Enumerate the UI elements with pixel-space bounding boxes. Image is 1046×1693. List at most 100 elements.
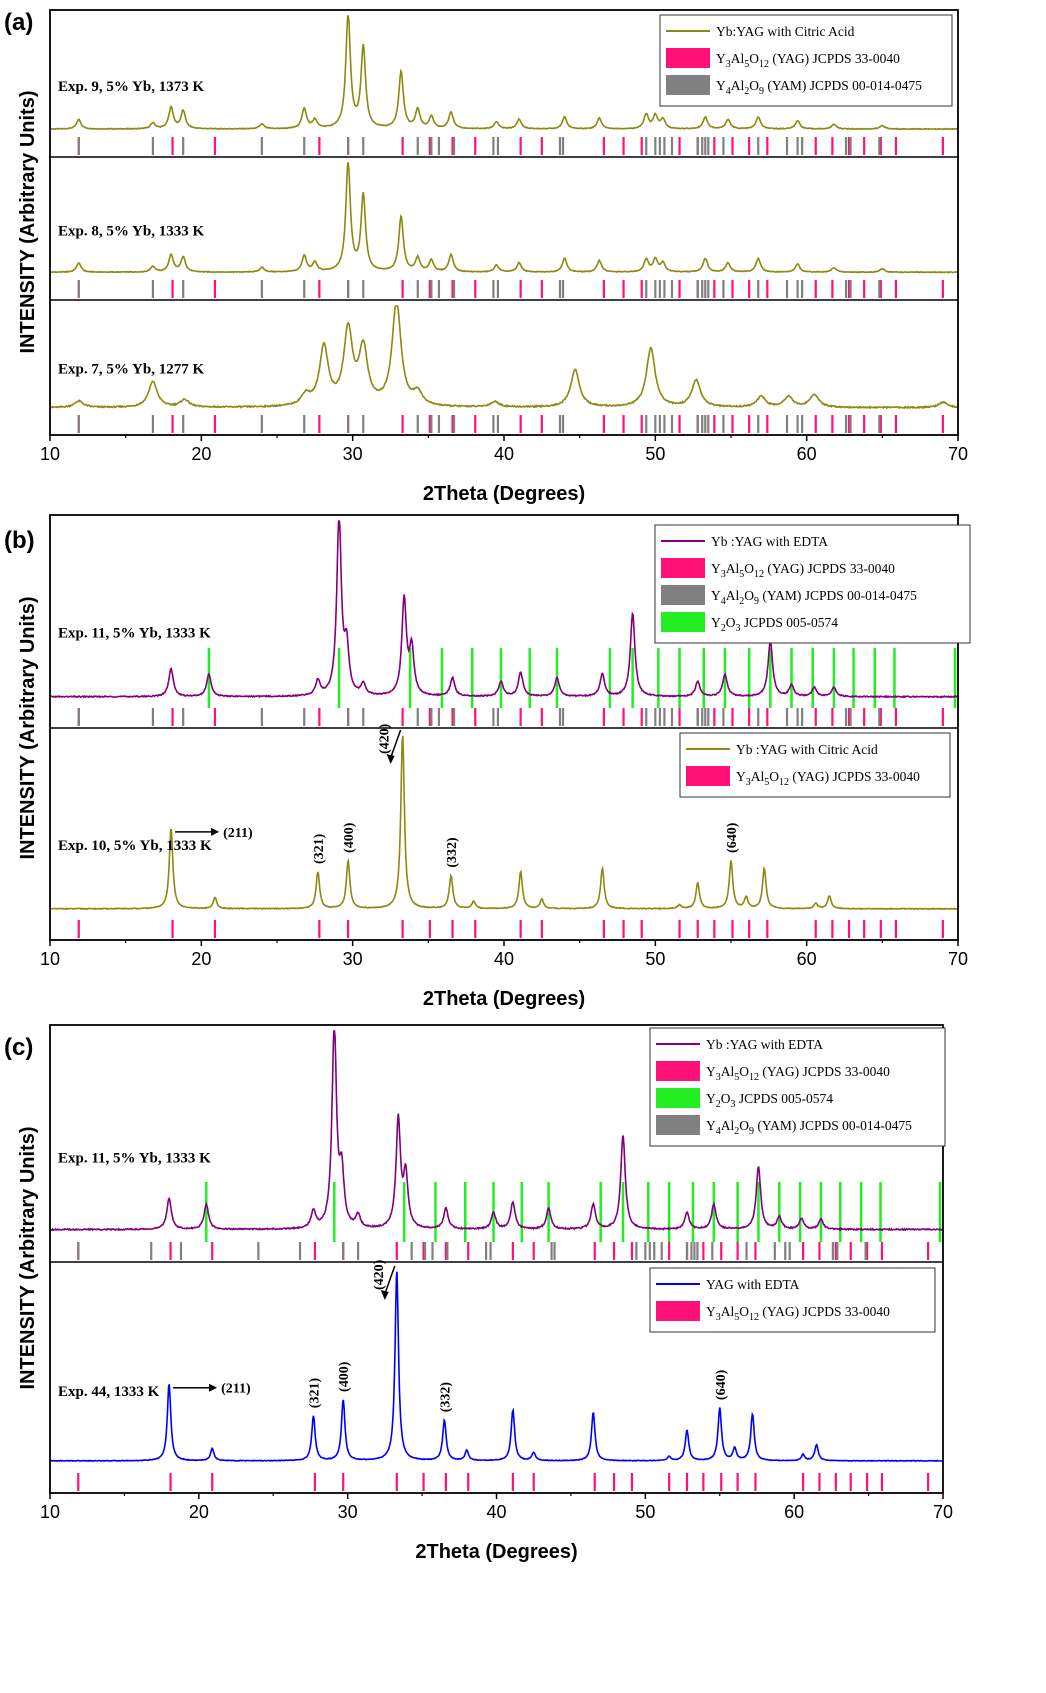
legend-box-swatch bbox=[661, 612, 705, 632]
xrd-pattern bbox=[49, 305, 959, 410]
hkl-label: (640) bbox=[714, 1369, 729, 1400]
sample-label: Exp. 11, 5% Yb, 1333 K bbox=[58, 626, 211, 642]
legend-box bbox=[654, 524, 971, 644]
hkl-label: (321) bbox=[307, 1378, 322, 1409]
legend-box-swatch bbox=[661, 558, 705, 578]
legend-entry-label: Y2O3 JCPDS 005-0574 bbox=[711, 615, 838, 634]
subplot-1: Exp. 8, 5% Yb, 1333 K bbox=[49, 161, 959, 298]
panel-label: (a) bbox=[4, 9, 33, 36]
sample-label: Exp. 10, 5% Yb, 1333 K bbox=[58, 838, 212, 854]
x-tick-label: 10 bbox=[40, 949, 60, 969]
subplot-1: Exp. 44, 1333 K (211) (321) (400) (420) (332)… bbox=[49, 1259, 944, 1491]
panel-label: (b) bbox=[4, 527, 35, 554]
legend-box-swatch bbox=[656, 1061, 700, 1081]
subplot-0: Exp. 11, 5% Yb, 1333 K bbox=[50, 520, 959, 726]
x-tick-label: 30 bbox=[338, 1502, 358, 1522]
panel-label: (c) bbox=[4, 1034, 33, 1061]
y-axis-title: INTENSITY (Arbitrary Units) bbox=[17, 91, 39, 354]
hkl-arrow bbox=[384, 1265, 396, 1295]
x-axis-title: 2Theta (Degrees) bbox=[423, 988, 585, 1010]
x-axis-title: 2Theta (Degrees) bbox=[415, 1541, 577, 1563]
x-tick-label: 40 bbox=[494, 444, 514, 464]
x-axis-title: 2Theta (Degrees) bbox=[423, 483, 585, 505]
panel-2: (c) Exp. 11, 5% Yb, 1333 K Exp. 44, 1333 K… bbox=[4, 1024, 953, 1563]
x-tick-label: 50 bbox=[635, 1502, 655, 1522]
legend-box-swatch bbox=[666, 48, 710, 68]
hkl-label: (211) bbox=[221, 1382, 251, 1397]
legend-box-swatch bbox=[656, 1088, 700, 1108]
legend-entry-label: Y4Al2O9 (YAM) JCPDS 00-014-0475 bbox=[706, 1118, 912, 1137]
sample-label: Exp. 44, 1333 K bbox=[58, 1384, 160, 1400]
x-tick-label: 60 bbox=[797, 949, 817, 969]
hkl-arrow-head bbox=[386, 754, 395, 764]
legend-box-swatch bbox=[656, 1301, 700, 1321]
x-tick-label: 40 bbox=[494, 949, 514, 969]
legend-box-swatch bbox=[656, 1115, 700, 1135]
hkl-label: (400) bbox=[337, 1361, 352, 1392]
subplot-2: Exp. 7, 5% Yb, 1277 K bbox=[49, 305, 959, 433]
xrd-pattern bbox=[49, 15, 959, 131]
x-tick-label: 30 bbox=[343, 444, 363, 464]
legend-entry-label: Yb :YAG with EDTA bbox=[711, 534, 828, 549]
hkl-label: (400) bbox=[342, 822, 357, 853]
x-tick-label: 70 bbox=[948, 444, 968, 464]
x-tick-label: 10 bbox=[40, 444, 60, 464]
hkl-label: (211) bbox=[223, 826, 253, 841]
legend-entry-label: Y4Al2O9 (YAM) JCPDS 00-014-0475 bbox=[711, 588, 917, 607]
x-tick-label: 20 bbox=[189, 1502, 209, 1522]
legend-entry-label: Yb :YAG with Citric Acid bbox=[736, 742, 878, 757]
x-tick-label: 70 bbox=[933, 1502, 953, 1522]
hkl-label: (420) bbox=[372, 1259, 387, 1290]
subplot-0: Exp. 9, 5% Yb, 1373 K bbox=[49, 15, 959, 155]
xrd-pattern bbox=[49, 1271, 944, 1463]
sample-label: Exp. 8, 5% Yb, 1333 K bbox=[58, 223, 204, 239]
xrd-pattern bbox=[49, 161, 959, 274]
x-tick-label: 20 bbox=[191, 949, 211, 969]
x-tick-label: 60 bbox=[797, 444, 817, 464]
hkl-arrow bbox=[389, 729, 402, 759]
legend-box-swatch bbox=[686, 766, 730, 786]
x-tick-label: 30 bbox=[343, 949, 363, 969]
y-axis-title: INTENSITY (Arbitrary Units) bbox=[17, 1127, 39, 1390]
hkl-arrow-head bbox=[380, 1290, 389, 1301]
legend-box-swatch bbox=[661, 585, 705, 605]
x-tick-label: 60 bbox=[784, 1502, 804, 1522]
y-axis-title: INTENSITY (Arbitrary Units) bbox=[17, 597, 39, 860]
legend-entry-label: Y2O3 JCPDS 005-0574 bbox=[706, 1091, 833, 1110]
legend-entry-label: Yb:YAG with Citric Acid bbox=[716, 24, 855, 39]
legend-entry-label: YAG with EDTA bbox=[706, 1277, 800, 1292]
sample-label: Exp. 11, 5% Yb, 1333 K bbox=[58, 1151, 211, 1167]
sample-label: Exp. 9, 5% Yb, 1373 K bbox=[58, 79, 204, 95]
xrd-pattern bbox=[49, 735, 959, 911]
legend: Yb :YAG with EDTA Y3Al5O12 (YAG) JCPDS 33… bbox=[649, 1027, 946, 1147]
subplot-1: Exp. 10, 5% Yb, 1333 K (211) (321) (400) (42… bbox=[49, 723, 959, 938]
x-tick-label: 20 bbox=[191, 444, 211, 464]
hkl-label: (332) bbox=[438, 1382, 453, 1413]
legend-box bbox=[679, 732, 951, 798]
xrd-pattern bbox=[49, 1030, 944, 1232]
x-tick-label: 70 bbox=[948, 949, 968, 969]
sample-label: Exp. 7, 5% Yb, 1277 K bbox=[58, 361, 204, 377]
x-tick-label: 50 bbox=[645, 444, 665, 464]
x-tick-label: 50 bbox=[645, 949, 665, 969]
panel-0: (a) Exp. 9, 5% Yb, 1373 K Exp. 8, 5% Yb, 1… bbox=[4, 9, 968, 505]
legend-box bbox=[649, 1267, 936, 1333]
xrd-pattern bbox=[50, 520, 959, 699]
hkl-label: (640) bbox=[725, 822, 740, 853]
x-tick-label: 40 bbox=[486, 1502, 506, 1522]
legend-entry-label: Y3Al5O12 (YAG) JCPDS 33-0040 bbox=[706, 1064, 890, 1083]
hkl-label: (332) bbox=[445, 837, 460, 868]
subplot-0: Exp. 11, 5% Yb, 1333 K bbox=[49, 1030, 944, 1260]
hkl-arrow-head bbox=[209, 1383, 218, 1392]
legend-entry-label: Yb :YAG with EDTA bbox=[706, 1037, 823, 1052]
hkl-arrow-head bbox=[211, 827, 220, 836]
panel-1: (b) Exp. 11, 5% Yb, 1333 K Exp. 10, 5% Yb,… bbox=[4, 514, 971, 1010]
legend-box-swatch bbox=[666, 75, 710, 95]
hkl-label: (321) bbox=[312, 833, 327, 864]
x-tick-label: 10 bbox=[40, 1502, 60, 1522]
